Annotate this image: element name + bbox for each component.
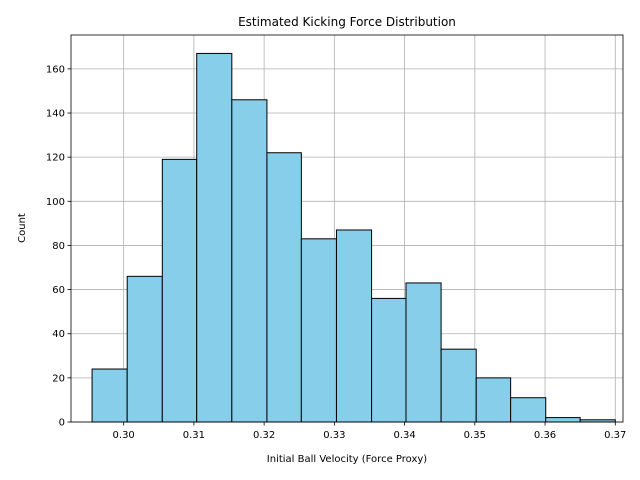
x-tick-label-5: 0.35 bbox=[464, 430, 486, 441]
y-tick-label-1: 20 bbox=[52, 373, 65, 384]
histogram-bars bbox=[91, 52, 616, 423]
x-axis-ticks: 0.30 0.31 0.32 0.33 0.34 0.35 0.36 0.37 bbox=[113, 422, 626, 441]
x-axis-label: Initial Ball Velocity (Force Proxy) bbox=[267, 454, 428, 465]
y-tick-label-4: 80 bbox=[52, 241, 65, 252]
y-tick-label-3: 60 bbox=[52, 285, 65, 296]
x-tick-label-2: 0.32 bbox=[253, 430, 275, 441]
histogram-bar-9 bbox=[405, 282, 442, 423]
histogram-bar-13 bbox=[545, 417, 581, 423]
histogram-bar-1 bbox=[126, 275, 163, 423]
histogram-bar-11 bbox=[475, 377, 512, 423]
plot-frame bbox=[70, 34, 624, 423]
histogram-bar-6 bbox=[300, 238, 337, 423]
histogram-bar-0 bbox=[91, 368, 128, 423]
x-tick-label-1: 0.31 bbox=[183, 430, 205, 441]
y-axis-ticks: 0 20 40 60 80 100 120 140 160 bbox=[46, 64, 71, 429]
x-tick-label-0: 0.30 bbox=[113, 430, 135, 441]
x-tick-label-7: 0.37 bbox=[604, 430, 626, 441]
histogram-bar-3 bbox=[196, 52, 233, 423]
x-tick-label-6: 0.36 bbox=[534, 430, 556, 441]
y-tick-label-7: 140 bbox=[46, 109, 65, 120]
y-tick-label-0: 0 bbox=[59, 418, 65, 429]
histogram-bar-7 bbox=[335, 229, 373, 423]
y-axis-label: Count bbox=[17, 213, 28, 243]
histogram-bar-2 bbox=[161, 158, 198, 423]
y-tick-label-2: 40 bbox=[52, 329, 65, 340]
chart-title: Estimated Kicking Force Distribution bbox=[238, 15, 456, 29]
histogram-bar-10 bbox=[440, 348, 477, 423]
histogram-bar-4 bbox=[231, 99, 268, 423]
histogram-bar-5 bbox=[266, 152, 302, 423]
x-tick-label-4: 0.34 bbox=[393, 430, 415, 441]
y-tick-label-5: 100 bbox=[46, 197, 65, 208]
histogram-bar-8 bbox=[371, 297, 407, 423]
x-tick-label-3: 0.33 bbox=[323, 430, 345, 441]
histogram-bar-12 bbox=[510, 397, 547, 423]
y-tick-label-8: 160 bbox=[46, 64, 65, 75]
y-tick-label-6: 120 bbox=[46, 153, 65, 164]
